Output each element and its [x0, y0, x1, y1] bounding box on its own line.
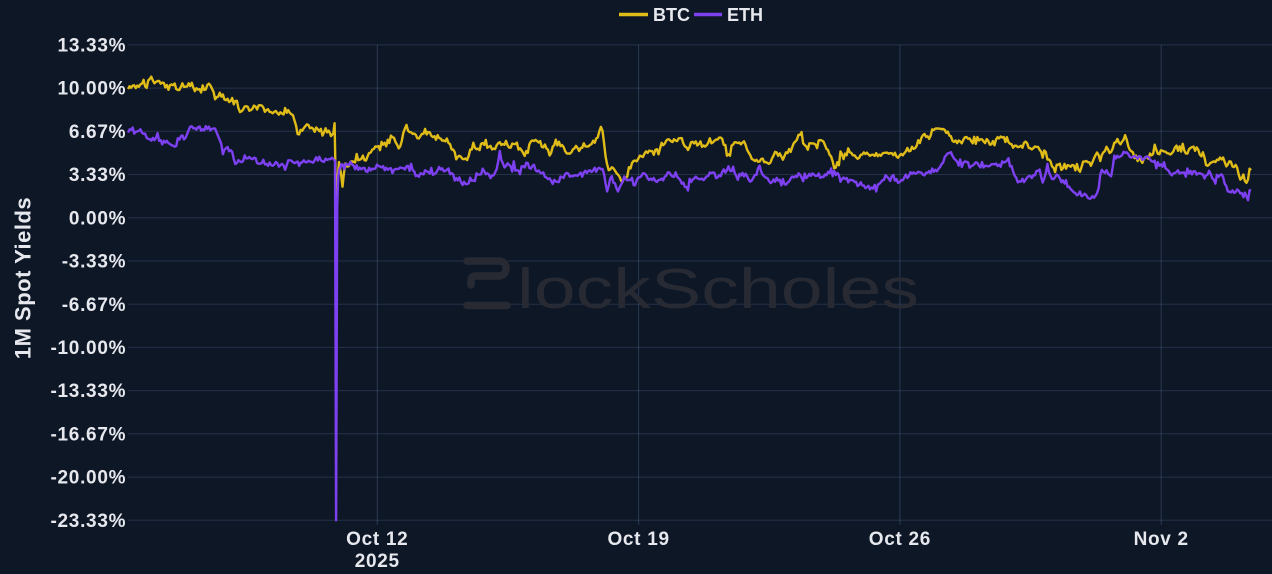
- svg-text:6.67%: 6.67%: [69, 122, 126, 143]
- svg-text:2025: 2025: [355, 551, 400, 569]
- svg-text:BTC: BTC: [653, 5, 690, 25]
- svg-text:Oct 19: Oct 19: [607, 529, 669, 550]
- svg-text:3.33%: 3.33%: [69, 165, 126, 186]
- svg-text:-6.67%: -6.67%: [62, 295, 126, 316]
- svg-text:Oct 12: Oct 12: [346, 529, 408, 550]
- svg-text:10.00%: 10.00%: [58, 79, 127, 100]
- svg-text:-20.00%: -20.00%: [51, 468, 127, 489]
- svg-text:Nov 2: Nov 2: [1134, 529, 1189, 550]
- svg-text:0.00%: 0.00%: [69, 208, 126, 229]
- svg-text:-3.33%: -3.33%: [62, 252, 126, 273]
- svg-text:Oct 26: Oct 26: [869, 529, 931, 550]
- svg-text:-13.33%: -13.33%: [51, 381, 127, 402]
- svg-text:ETH: ETH: [727, 5, 763, 25]
- svg-text:13.33%: 13.33%: [58, 36, 127, 57]
- svg-text:-10.00%: -10.00%: [51, 338, 127, 359]
- svg-text:-23.33%: -23.33%: [51, 511, 127, 532]
- svg-text:lockScholes: lockScholes: [517, 257, 919, 321]
- svg-text:-16.67%: -16.67%: [51, 424, 127, 445]
- svg-text:1M Spot Yields: 1M Spot Yields: [11, 197, 36, 359]
